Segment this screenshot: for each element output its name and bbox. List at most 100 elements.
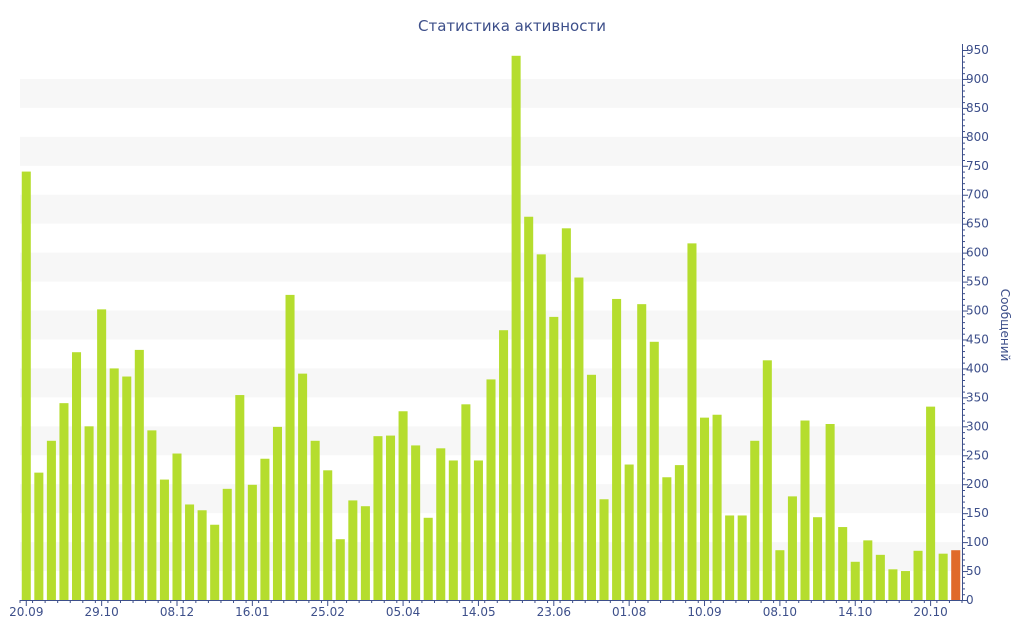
bar [549, 316, 559, 600]
bar [348, 500, 358, 600]
x-tick-label: 16.01 [235, 605, 269, 619]
x-tick-label: 29.10 [84, 605, 118, 619]
x-tick-label: 23.06 [537, 605, 571, 619]
bar [373, 436, 383, 600]
bar [863, 540, 873, 600]
bar [298, 373, 308, 600]
x-tick-label: 08.10 [763, 605, 797, 619]
y-axis-ticks: 0 50 100 150 200 250 300 350 400 450 500 550 600 650 7… [962, 43, 989, 607]
bar [662, 477, 672, 600]
bar [109, 368, 119, 600]
y-tick-label: 850 [966, 101, 989, 115]
bar [222, 488, 232, 600]
bar [700, 417, 710, 600]
bar [398, 411, 408, 600]
bar [34, 472, 44, 600]
y-tick-label: 650 [966, 217, 989, 231]
bar [59, 403, 69, 600]
grid-band [20, 310, 962, 340]
y-tick-label: 600 [966, 246, 989, 260]
x-tick-label: 08.12 [160, 605, 194, 619]
bar [272, 426, 282, 600]
bar [574, 277, 584, 600]
chart-title: Статистика активности [418, 17, 606, 35]
bar [900, 571, 910, 600]
bar [762, 360, 772, 600]
x-tick-label: 20.09 [9, 605, 43, 619]
y-tick-label: 950 [966, 43, 989, 57]
x-tick-label: 20.10 [913, 605, 947, 619]
bar [159, 479, 169, 600]
bar-highlight [951, 550, 961, 600]
bar [875, 554, 885, 600]
bar [285, 294, 295, 600]
bar [247, 484, 257, 600]
bar [712, 414, 722, 600]
x-tick-label: 14.10 [838, 605, 872, 619]
y-tick-label: 350 [966, 390, 989, 404]
x-tick-label: 10.09 [687, 605, 721, 619]
y-tick-label: 750 [966, 159, 989, 173]
bar [825, 424, 835, 600]
bar [197, 510, 207, 600]
bar [649, 341, 659, 600]
grid-band [20, 78, 962, 108]
bar [637, 304, 647, 600]
bar [310, 440, 320, 600]
x-tick-label: 25.02 [311, 605, 345, 619]
bar [210, 524, 220, 600]
bar [536, 254, 546, 600]
y-tick-label: 700 [966, 188, 989, 202]
bar [674, 465, 684, 600]
bar [725, 515, 735, 600]
bar-series [21, 55, 961, 601]
bar [134, 349, 144, 600]
bar [888, 569, 898, 600]
bar [486, 379, 496, 600]
bar [499, 330, 509, 600]
y-tick-label: 800 [966, 130, 989, 144]
bar [473, 460, 483, 600]
bar [448, 460, 458, 600]
y-tick-label: 300 [966, 419, 989, 433]
bar [524, 216, 534, 601]
bar [185, 504, 195, 600]
bar [599, 499, 609, 600]
y-tick-label: 250 [966, 448, 989, 462]
bar [46, 440, 56, 600]
y-tick-label: 100 [966, 535, 989, 549]
bar [737, 515, 747, 600]
bar [913, 550, 923, 600]
bar [260, 458, 270, 600]
x-tick-label: 14.05 [461, 605, 495, 619]
y-tick-label: 550 [966, 275, 989, 289]
bar [147, 430, 157, 600]
bar [423, 517, 433, 600]
y-tick-label: 500 [966, 304, 989, 318]
y-axis-label: Сообщений [998, 289, 1012, 362]
y-tick-label: 150 [966, 506, 989, 520]
bar [787, 496, 797, 600]
bar [813, 517, 823, 600]
bar [97, 309, 107, 600]
grid-band [20, 136, 962, 166]
bar [386, 435, 396, 600]
grid-band [20, 194, 962, 224]
bar [687, 243, 697, 600]
bar [612, 298, 622, 600]
y-tick-label: 0 [966, 593, 974, 607]
x-tick-label: 05.04 [386, 605, 420, 619]
grid-band [20, 252, 962, 282]
bar [235, 395, 245, 600]
bar [800, 420, 810, 600]
bar [938, 553, 948, 600]
bar [926, 406, 936, 600]
bar [21, 171, 31, 600]
bar [624, 464, 634, 600]
bar [750, 440, 760, 600]
bar [461, 404, 471, 600]
bar [84, 426, 94, 600]
bar [360, 506, 370, 600]
